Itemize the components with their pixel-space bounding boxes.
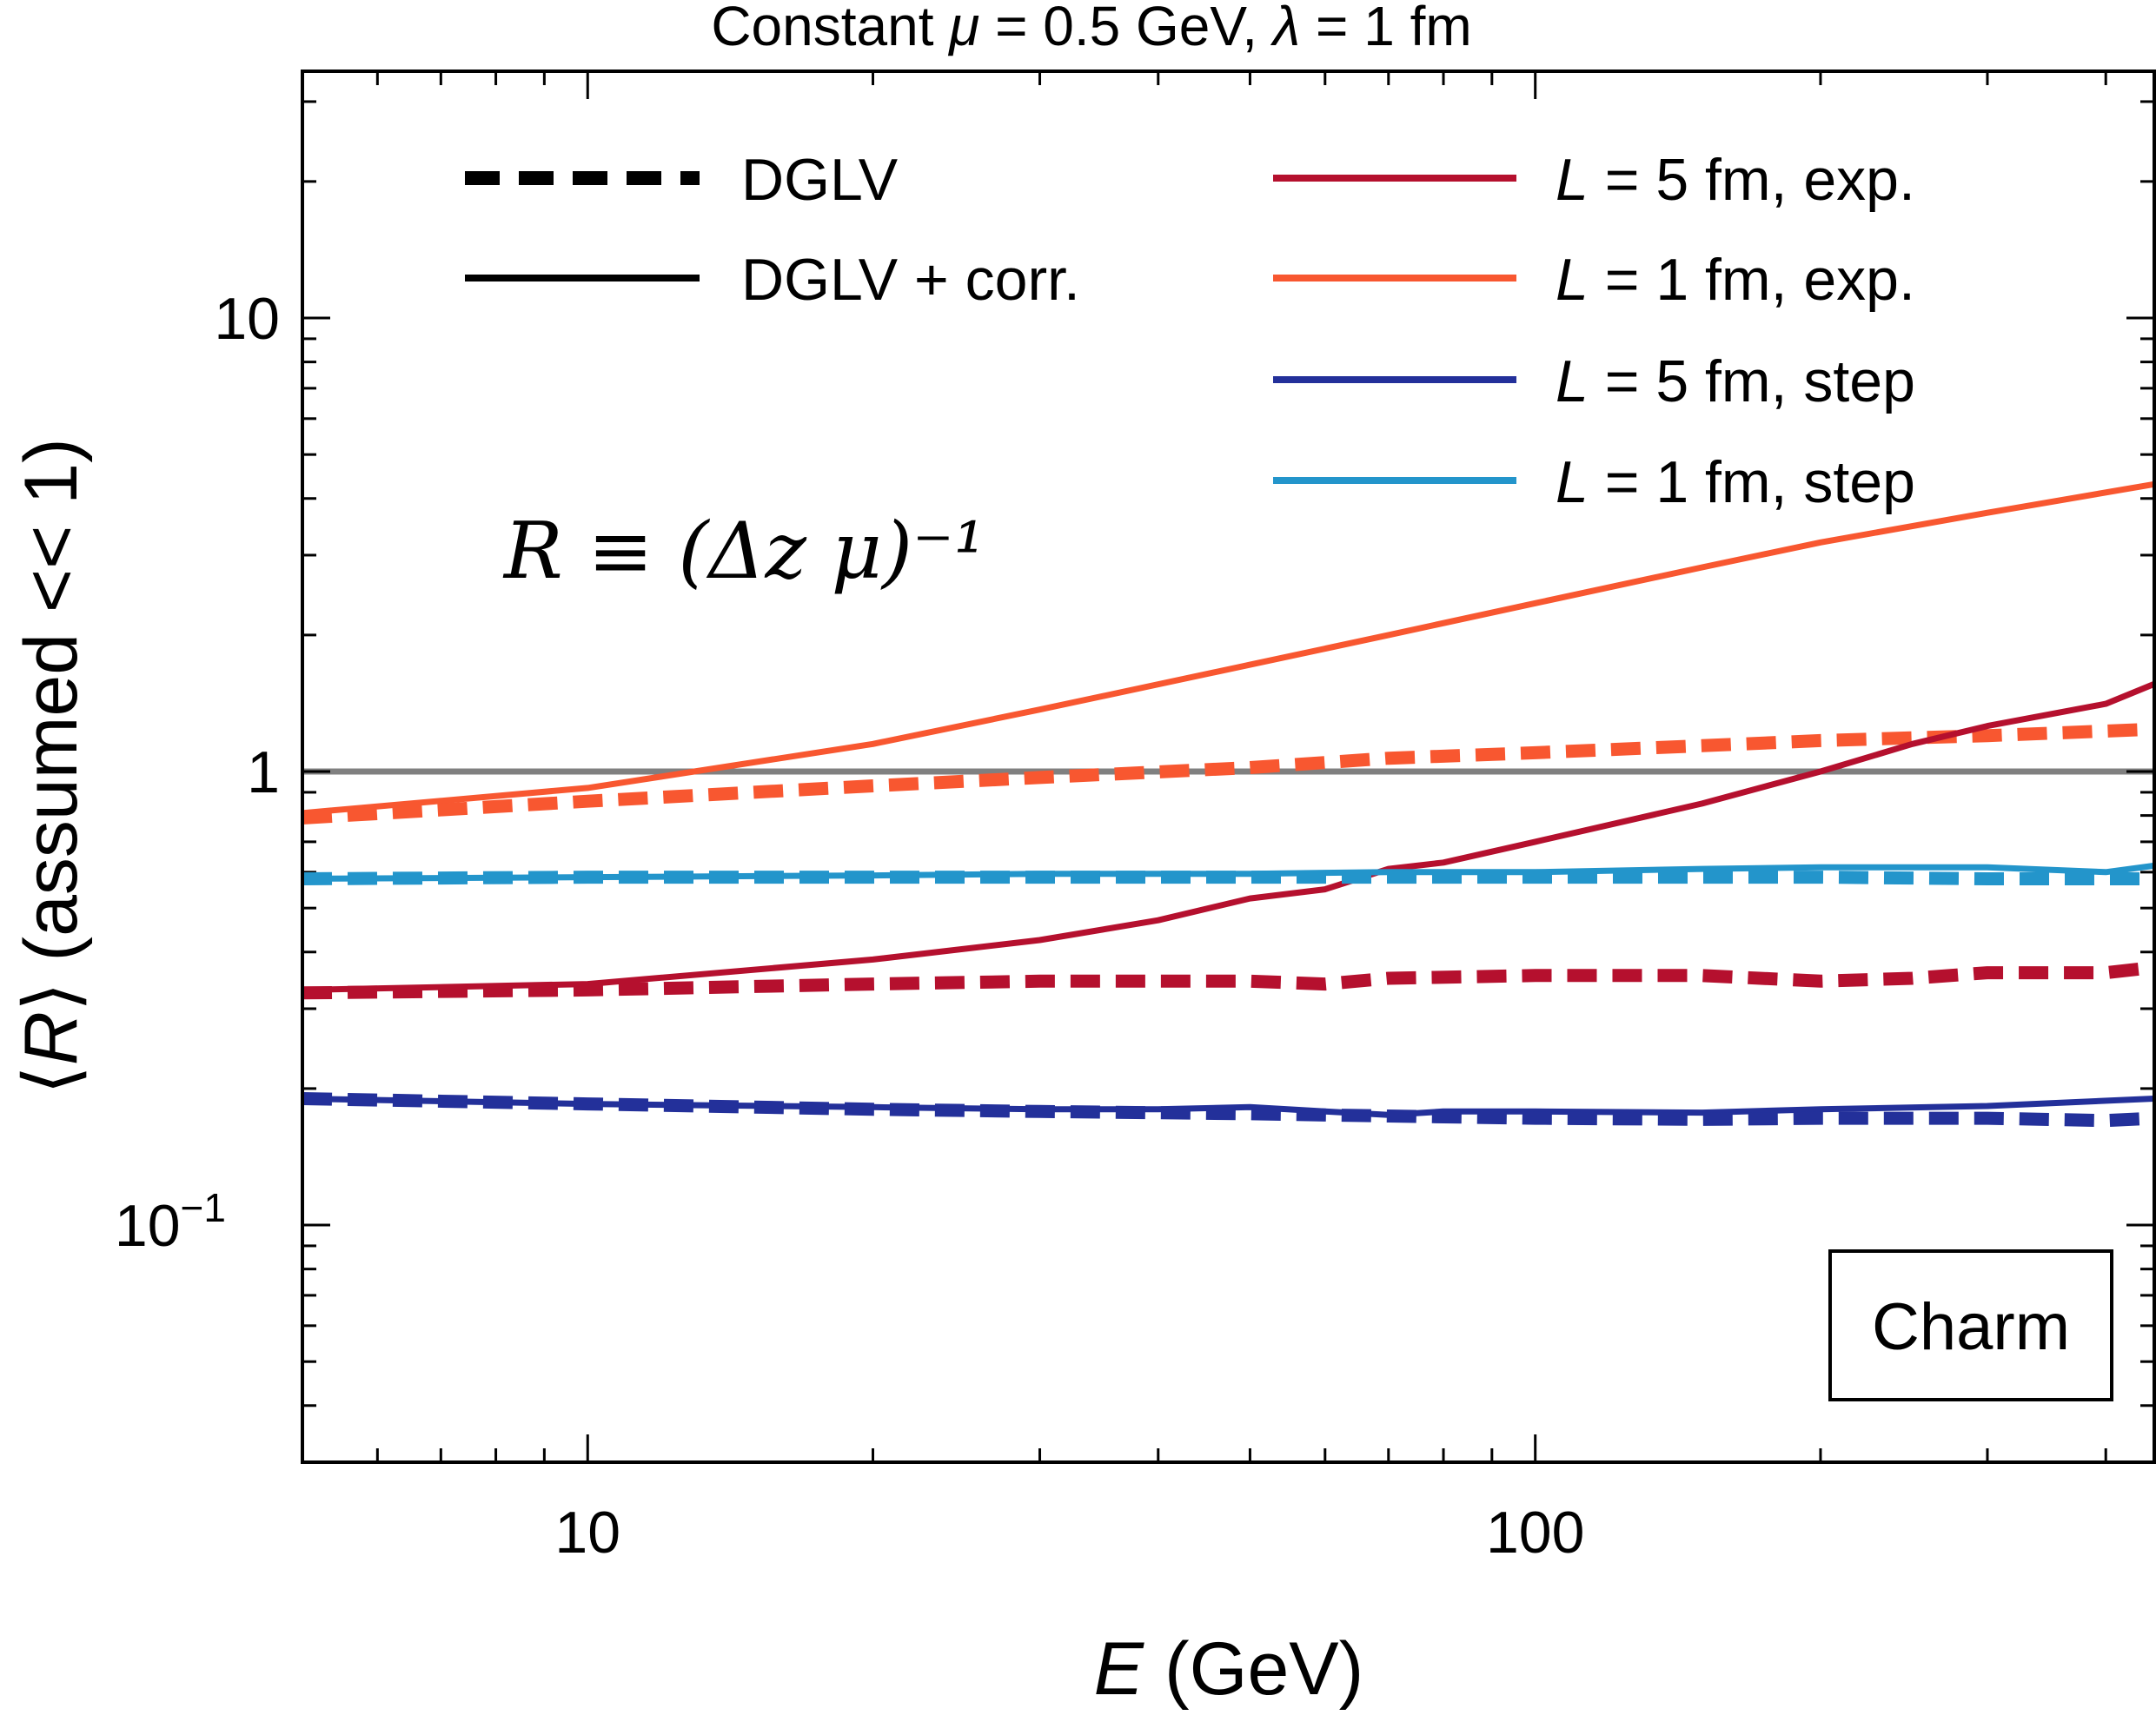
x-axis-label: E (GeV) bbox=[1094, 1627, 1364, 1711]
minor-ticks bbox=[301, 71, 2154, 1464]
x-tick-label-100: 100 bbox=[1486, 1500, 1584, 1566]
series-line-1-dglv bbox=[302, 722, 2155, 825]
color-legend: L = 5 fm, exp. L = 1 fm, exp. L = 5 fm, … bbox=[1273, 147, 1915, 515]
legend-label-l5-step: L = 5 fm, step bbox=[1556, 348, 1915, 414]
series-line-3-dglv bbox=[302, 960, 2155, 1000]
legend-label-l5-exp: L = 5 fm, exp. bbox=[1556, 147, 1915, 213]
major-ticks bbox=[302, 71, 2154, 1462]
series-line-5-dglv bbox=[302, 871, 2154, 885]
legend-label-l1-step: L = 1 fm, step bbox=[1556, 449, 1915, 515]
series-layer bbox=[302, 480, 2156, 1128]
charm-badge-box bbox=[1828, 1249, 2113, 1401]
series-line-0-dglv-corr bbox=[302, 480, 2155, 817]
y-axis-label: ⟨R⟩ (assumed << 1) bbox=[10, 438, 93, 1094]
style-legend: DGLV DGLV + corr. bbox=[465, 147, 1080, 313]
legend-label-dglv: DGLV bbox=[741, 147, 899, 213]
y-tick-label-0.1: 10−1 bbox=[115, 1185, 226, 1259]
formula-annotation: R ≡ (Δz μ)⁻¹ bbox=[502, 506, 985, 597]
y-tick-label-1: 1 bbox=[247, 739, 280, 805]
legend-label-dglv-corr: DGLV + corr. bbox=[741, 247, 1080, 313]
series-line-2-dglv-corr bbox=[302, 680, 2156, 993]
series-line-7-dglv bbox=[302, 1092, 2155, 1128]
chart-title: Constant μ = 0.5 GeV, λ = 1 fm bbox=[711, 0, 1471, 57]
plot-frame bbox=[301, 70, 2156, 1464]
legend-label-l1-exp: L = 1 fm, exp. bbox=[1556, 247, 1915, 313]
y-tick-label-10: 10 bbox=[214, 286, 280, 352]
charm-badge-label: Charm bbox=[1872, 1290, 2070, 1364]
x-tick-label-10: 10 bbox=[554, 1500, 620, 1566]
